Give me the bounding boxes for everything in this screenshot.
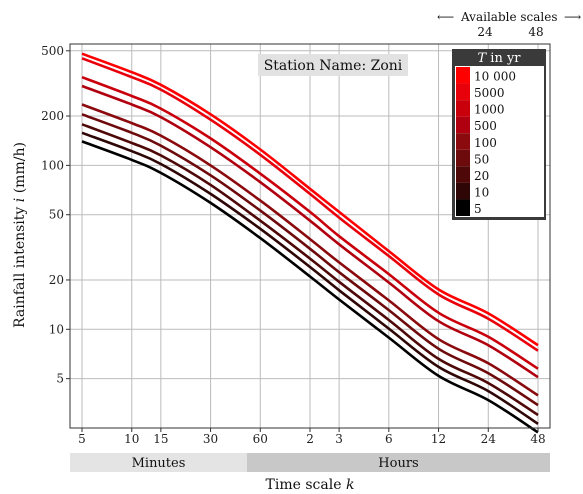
y-tick-label: 5 [56,372,64,386]
legend-swatch [456,67,470,84]
legend-swatch [456,133,470,150]
chart-title: Station Name: Zoni [264,58,403,74]
x-tick-label: 30 [203,432,218,446]
x-tick-labels: 5 10 15 30 60 2 3 6 12 24 48 [78,428,546,446]
series-line-T-50 [81,113,539,407]
legend-label: 5000 [474,86,505,100]
y-tick-label: 100 [41,158,64,172]
legend-label: 1000 [474,103,505,117]
series-line-T-100 [81,103,539,397]
x-tick-label: 12 [431,432,446,446]
x-axis-title: Time scale k [266,477,355,493]
band-hours [247,453,550,472]
series-line-T-20 [81,123,539,417]
series-line-T-5000 [81,57,539,352]
band-label: Minutes [132,456,186,471]
available-scale-value: 48 [528,25,543,39]
x-axis-title-text: Time scale [266,477,346,493]
legend-label: 100 [474,136,497,150]
series-line-T-1000 [81,75,539,370]
chart-title-box: Station Name: Zoni [258,54,408,76]
y-tick-label: 500 [41,44,64,58]
x-tick-label: 24 [481,432,497,446]
x-tick-label: 15 [153,432,168,446]
legend-swatch [456,100,470,117]
band-label: Hours [378,456,418,471]
legend-title-variable: T [477,51,487,66]
legend-label: 500 [474,119,497,133]
legend-swatch [456,149,470,167]
x-tick-label: 6 [385,432,393,446]
x-tick-label: 2 [306,432,314,446]
legend: T in yr 10 000 5000 1000 500 100 50 20 10 5 [452,49,546,220]
available-scales-label: Available scales [460,10,558,24]
x-tick-label: 5 [78,432,86,446]
legend-label: 5 [474,202,482,216]
legend-label: 50 [474,152,489,166]
y-tick-label: 20 [49,273,64,287]
legend-swatch [456,116,470,134]
series-line-T-10 [81,131,539,425]
band-minutes [70,453,247,472]
legend-label: 20 [474,169,489,183]
legend-swatch [456,166,470,183]
legend-swatch [456,199,470,216]
legend-label: 10 000 [474,70,516,84]
time-unit-bands: Minutes Hours [70,453,550,472]
y-tick-label: 200 [41,109,64,123]
series-line-T-5 [81,140,539,434]
y-axis-title-text: Rainfall intensity [12,202,28,328]
legend-title-rest: in yr [486,51,521,66]
x-tick-label: 48 [530,432,545,446]
chart-title-background [258,54,408,76]
right-arrow-icon: ⟶ [564,10,581,24]
y-tick-labels: 5 10 20 50 100 200 500 [41,44,70,386]
legend-items: 10 000 5000 1000 500 100 50 20 10 5 [456,67,516,216]
left-arrow-icon: ⟵ [437,10,454,24]
y-axis-title-variable: i [12,198,28,202]
y-tick-label: 10 [49,322,64,336]
legend-swatch [456,83,470,101]
x-axis-title-variable: k [346,477,354,493]
available-scale-value: 24 [477,25,493,39]
series-lines [81,52,539,434]
legend-swatch [456,182,470,200]
series-line-T-10000 [81,52,539,347]
x-tick-label: 10 [124,432,139,446]
y-axis-title: Rainfall intensity i (mm/h) [12,142,28,328]
legend-title: T in yr [477,51,521,66]
x-tick-label: 3 [335,432,343,446]
x-tick-label: 60 [253,432,268,446]
available-scales-header: ⟵ Available scales ⟶ 24 48 [437,10,581,39]
y-axis-title-unit: (mm/h) [12,142,28,198]
y-tick-label: 50 [49,208,64,222]
series-line-T-500 [81,84,539,379]
legend-label: 10 [474,185,489,199]
